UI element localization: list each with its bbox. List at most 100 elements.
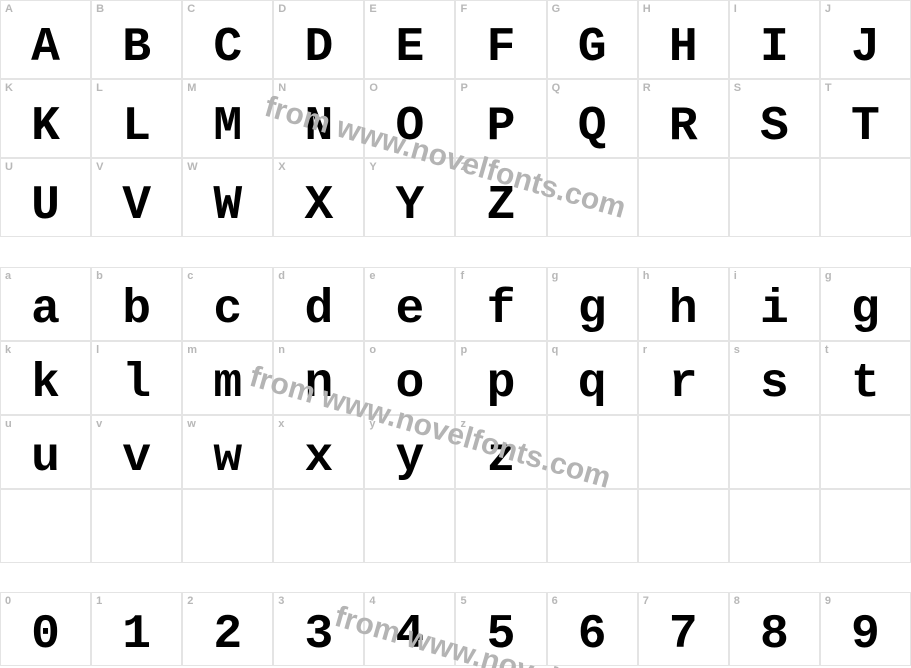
grid-uppercase: AABBCCDDEEFFGGHHIIJJKKLLMMNNOOPPQQRRSSTT… [0, 0, 911, 237]
cell-label: 3 [278, 595, 284, 607]
cell-glyph: r [639, 360, 728, 408]
glyph-cell [820, 489, 911, 563]
cell-glyph: J [821, 24, 910, 72]
cell-glyph: c [183, 286, 272, 334]
cell-glyph: k [1, 360, 90, 408]
cell-label: 0 [5, 595, 11, 607]
glyph-cell [91, 489, 182, 563]
glyph-cell: 22 [182, 592, 273, 666]
cell-glyph: h [639, 286, 728, 334]
cell-label: y [369, 418, 375, 430]
glyph-cell [729, 158, 820, 237]
glyph-cell: zz [455, 415, 546, 489]
cell-label: T [825, 82, 832, 94]
glyph-cell: dd [273, 267, 364, 341]
cell-glyph: Z [456, 182, 545, 230]
glyph-cell: tt [820, 341, 911, 415]
glyph-cell: ZZ [455, 158, 546, 237]
glyph-cell: 00 [0, 592, 91, 666]
cell-glyph: Y [365, 182, 454, 230]
glyph-cell: FF [455, 0, 546, 79]
cell-glyph: 7 [639, 611, 728, 659]
cell-label: Q [552, 82, 561, 94]
glyph-cell: ii [729, 267, 820, 341]
cell-glyph: w [183, 434, 272, 482]
cell-label: O [369, 82, 378, 94]
cell-label: M [187, 82, 196, 94]
glyph-cell: uu [0, 415, 91, 489]
cell-glyph: g [548, 286, 637, 334]
glyph-cell: EE [364, 0, 455, 79]
glyph-cell: 66 [547, 592, 638, 666]
cell-glyph: C [183, 24, 272, 72]
cell-label: F [460, 3, 467, 15]
cell-glyph: v [92, 434, 181, 482]
cell-label: G [552, 3, 561, 15]
cell-label: g [552, 270, 559, 282]
cell-glyph: t [821, 360, 910, 408]
glyph-cell [638, 489, 729, 563]
cell-glyph: u [1, 434, 90, 482]
cell-glyph: V [92, 182, 181, 230]
cell-label: D [278, 3, 286, 15]
grid-digits: 00112233445566778899 [0, 592, 911, 666]
glyph-cell: 99 [820, 592, 911, 666]
cell-label: i [734, 270, 737, 282]
cell-label: c [187, 270, 193, 282]
cell-label: I [734, 3, 737, 15]
glyph-cell [820, 415, 911, 489]
cell-label: 8 [734, 595, 740, 607]
cell-glyph: K [1, 103, 90, 151]
glyph-cell: xx [273, 415, 364, 489]
cell-glyph: L [92, 103, 181, 151]
cell-label: B [96, 3, 104, 15]
cell-glyph: f [456, 286, 545, 334]
glyph-cell: PP [455, 79, 546, 158]
cell-label: U [5, 161, 13, 173]
cell-glyph: g [821, 286, 910, 334]
cell-glyph: z [456, 434, 545, 482]
cell-label: s [734, 344, 740, 356]
cell-glyph: l [92, 360, 181, 408]
glyph-cell [182, 489, 273, 563]
cell-glyph: R [639, 103, 728, 151]
cell-glyph: m [183, 360, 272, 408]
glyph-cell [0, 489, 91, 563]
cell-label: r [643, 344, 647, 356]
glyph-cell [638, 158, 729, 237]
cell-label: 1 [96, 595, 102, 607]
cell-label: S [734, 82, 741, 94]
glyph-cell: XX [273, 158, 364, 237]
glyph-cell: MM [182, 79, 273, 158]
cell-glyph: b [92, 286, 181, 334]
glyph-cell: 88 [729, 592, 820, 666]
cell-glyph: D [274, 24, 363, 72]
glyph-cell: 44 [364, 592, 455, 666]
glyph-cell: WW [182, 158, 273, 237]
cell-glyph: 5 [456, 611, 545, 659]
cell-label: n [278, 344, 285, 356]
glyph-cell: CC [182, 0, 273, 79]
glyph-cell [729, 489, 820, 563]
glyph-cell: ff [455, 267, 546, 341]
glyph-cell: gg [820, 267, 911, 341]
cell-label: V [96, 161, 103, 173]
cell-glyph: 9 [821, 611, 910, 659]
cell-label: N [278, 82, 286, 94]
glyph-cell [364, 489, 455, 563]
glyph-cell: pp [455, 341, 546, 415]
glyph-cell: KK [0, 79, 91, 158]
glyph-cell: ss [729, 341, 820, 415]
cell-glyph: X [274, 182, 363, 230]
cell-glyph: 6 [548, 611, 637, 659]
cell-label: 7 [643, 595, 649, 607]
glyph-cell: nn [273, 341, 364, 415]
cell-label: z [460, 418, 466, 430]
glyph-cell: OO [364, 79, 455, 158]
glyph-cell: 11 [91, 592, 182, 666]
glyph-cell: AA [0, 0, 91, 79]
cell-label: l [96, 344, 99, 356]
cell-label: 4 [369, 595, 375, 607]
glyph-cell: II [729, 0, 820, 79]
glyph-cell: ww [182, 415, 273, 489]
